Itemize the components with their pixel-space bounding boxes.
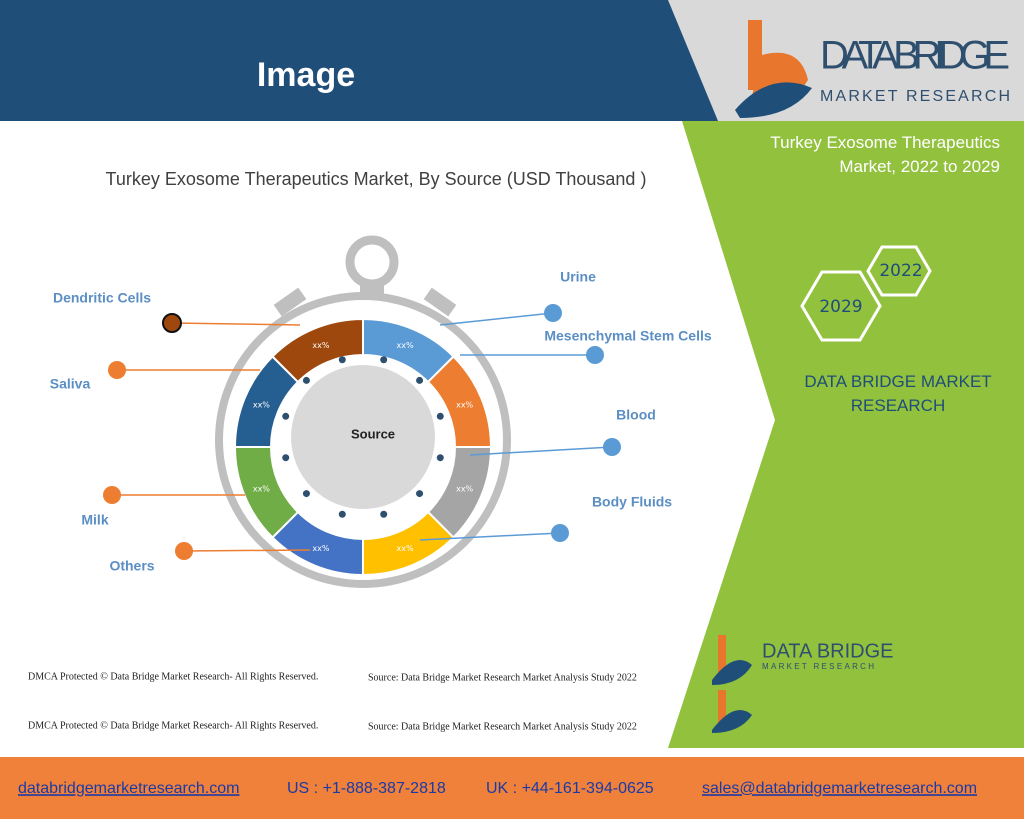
copyright: DMCA Protected © Data Bridge Market Rese… <box>28 720 318 731</box>
dial-dot <box>380 356 388 364</box>
footer-phone: US : +1-888-387-2818 <box>287 780 446 797</box>
segment-label: xx% <box>397 341 414 350</box>
callout-label: Urine <box>560 269 596 285</box>
sidebar-logo: DATA BRIDGE MARKET RESEARCH <box>712 635 894 733</box>
hexagon <box>800 270 882 342</box>
callout-dot <box>586 346 604 364</box>
dial-dot <box>416 490 424 498</box>
callout-label: Dendritic Cells <box>53 290 151 306</box>
source-note: Source: Data Bridge Market Research Mark… <box>368 672 637 683</box>
segment-label: xx% <box>253 400 270 409</box>
callout-label: Milk <box>81 512 108 528</box>
callout-label: Mesenchymal Stem Cells <box>544 328 712 344</box>
center-disc <box>291 365 435 509</box>
leader-line <box>469 446 613 456</box>
dial-dot <box>338 356 346 364</box>
callout-label: Saliva <box>50 376 91 392</box>
logo-sub: MARKET RESEARCH <box>820 88 1010 105</box>
footer-link[interactable]: databridgemarketresearch.com <box>18 780 239 797</box>
callout-dot <box>162 313 182 333</box>
hexagon-year: 2022 <box>879 261 922 281</box>
callout-dot <box>544 304 562 322</box>
leader-line <box>183 549 311 552</box>
segment-label: xx% <box>312 544 329 553</box>
callout-dot <box>108 361 126 379</box>
leader-line <box>439 312 554 326</box>
dial-dot <box>282 412 290 420</box>
dial-dot <box>302 376 310 384</box>
sidebar-brand: DATA BRIDGE MARKET RESEARCH <box>804 372 991 415</box>
dial-dot <box>380 510 388 518</box>
footer-phone: UK : +44-161-394-0625 <box>486 780 654 797</box>
leader-line <box>419 532 561 541</box>
segment-label: xx% <box>253 485 270 494</box>
segment-label: xx% <box>312 341 329 350</box>
footer-bg <box>0 757 1024 819</box>
figure-title: Turkey Exosome Therapeutics Market, By S… <box>106 169 647 189</box>
callout-label: Others <box>109 558 154 574</box>
logo-name: DATA BRIDGE <box>820 34 1010 78</box>
callout-dot <box>175 542 193 560</box>
sidebar-title: Turkey Exosome Therapeutics Market, 2022 … <box>770 133 1000 176</box>
sidebar-bg <box>668 121 1024 748</box>
center-label: Source <box>351 426 395 441</box>
dial-dot <box>302 490 310 498</box>
dial-dot <box>282 454 290 462</box>
leader-line <box>171 322 301 326</box>
hexagon <box>866 245 932 297</box>
dial-dot <box>436 412 444 420</box>
copyright: DMCA Protected © Data Bridge Market Rese… <box>28 671 318 682</box>
callout-dot <box>603 438 621 456</box>
header-title: Image <box>257 56 355 94</box>
header-logo: DATA BRIDGE MARKET RESEARCH <box>735 20 1010 118</box>
dial-dot <box>338 510 346 518</box>
dial-dot <box>416 376 424 384</box>
logo-name: DATA BRIDGE <box>762 640 894 662</box>
footer-link[interactable]: sales@databridgemarketresearch.com <box>702 780 977 797</box>
callout-dot <box>103 486 121 504</box>
callout-label: Body Fluids <box>592 494 672 510</box>
source-note: Source: Data Bridge Market Research Mark… <box>368 721 637 732</box>
donut-segment <box>271 317 364 384</box>
callout-dot <box>551 524 569 542</box>
donut: xx% xx% xx% xx% xx% xx% xx% xx% Source <box>215 235 511 588</box>
segment-label: xx% <box>456 485 473 494</box>
logo-sub: MARKET RESEARCH <box>762 662 874 671</box>
segment-label: xx% <box>397 544 414 553</box>
header-band <box>0 0 718 121</box>
callout-label: Blood <box>616 407 656 423</box>
dial-dot <box>436 454 444 462</box>
hexagon-year: 2029 <box>819 297 862 317</box>
segment-label: xx% <box>456 400 473 409</box>
